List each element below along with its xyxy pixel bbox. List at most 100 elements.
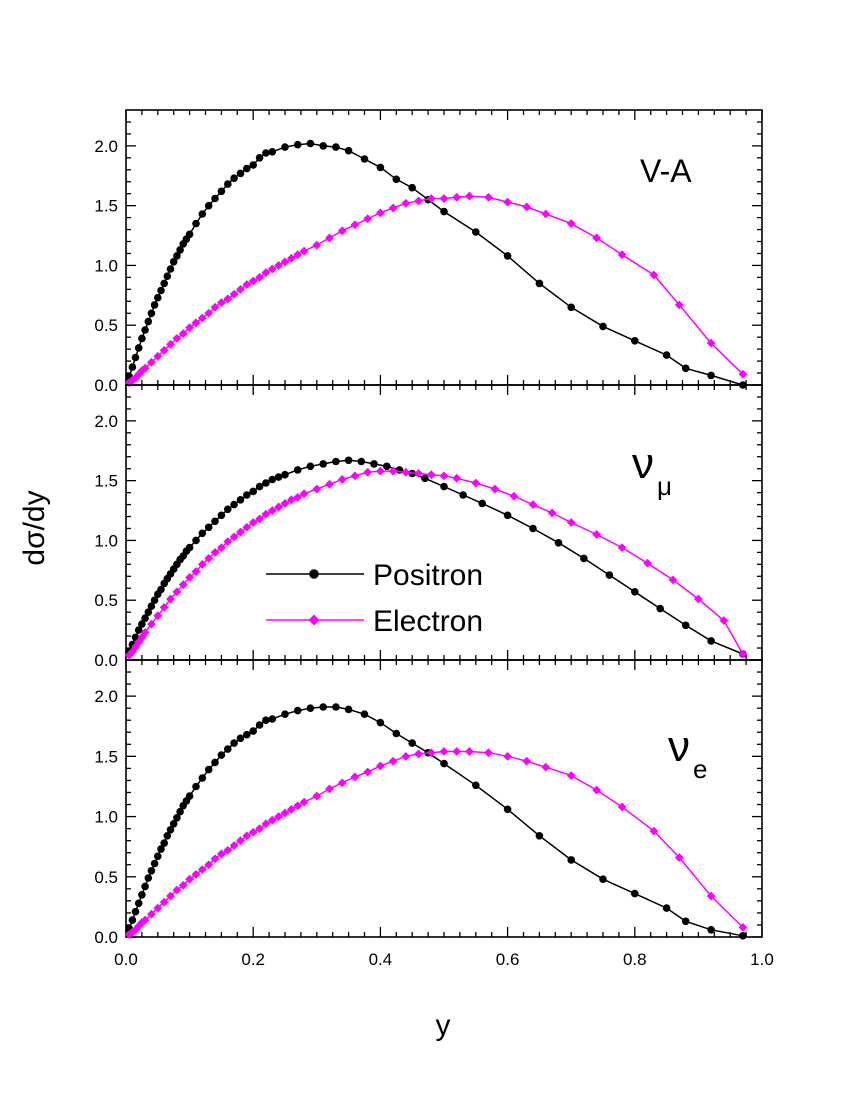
- data-point-electron: [337, 778, 347, 788]
- data-point-electron: [204, 860, 214, 870]
- data-point-electron: [452, 747, 462, 756]
- data-point-positron: [599, 322, 607, 331]
- data-point-electron: [414, 196, 423, 206]
- data-point-electron: [293, 492, 303, 502]
- data-point-electron: [566, 219, 576, 228]
- data-point-electron: [248, 276, 258, 286]
- data-point-positron: [230, 174, 238, 182]
- data-point-positron: [268, 715, 277, 723]
- data-point-positron: [503, 805, 512, 814]
- series-line-positron: [128, 706, 744, 937]
- y-tick-label: 0.5: [94, 591, 118, 610]
- data-point-positron: [185, 792, 194, 800]
- data-point-positron: [332, 143, 340, 151]
- data-point-electron: [172, 587, 182, 597]
- data-point-electron: [337, 226, 347, 236]
- data-point-electron: [153, 351, 163, 361]
- data-point-positron: [440, 482, 448, 491]
- data-point-electron: [286, 804, 296, 814]
- data-point-positron: [217, 751, 226, 759]
- data-point-electron: [541, 762, 551, 772]
- data-point-positron: [656, 604, 664, 613]
- data-point-positron: [169, 820, 178, 828]
- legend-electron-marker: [308, 614, 320, 626]
- data-point-positron: [332, 457, 340, 466]
- y-tick-label: 0.5: [94, 316, 118, 335]
- data-point-electron: [299, 489, 309, 499]
- data-point-electron: [439, 471, 449, 481]
- data-point-positron: [306, 139, 315, 148]
- panel-label-subscript: μ: [657, 471, 672, 501]
- series-line-electron: [128, 195, 744, 384]
- data-point-electron: [376, 208, 385, 218]
- y-tick-label: 1.0: [94, 808, 118, 827]
- data-point-positron: [262, 149, 270, 157]
- y-tick-label: 2.0: [94, 412, 118, 431]
- x-axis-title: y: [436, 1009, 451, 1042]
- data-point-electron: [592, 530, 602, 539]
- data-point-positron: [392, 729, 401, 738]
- data-point-electron: [131, 925, 140, 935]
- y-tick-label: 0.5: [94, 868, 118, 887]
- data-point-positron: [376, 718, 385, 727]
- data-point-positron: [383, 462, 391, 471]
- data-point-electron: [210, 302, 220, 312]
- data-point-positron: [134, 344, 143, 352]
- legend-positron-label: Positron: [373, 559, 483, 592]
- data-point-positron: [173, 814, 181, 822]
- data-point-electron: [674, 300, 684, 310]
- data-point-electron: [738, 649, 748, 659]
- data-point-positron: [217, 511, 226, 520]
- data-point-positron: [150, 596, 159, 604]
- data-point-electron: [484, 748, 493, 758]
- y-tick-label: 1.5: [94, 747, 118, 766]
- data-point-positron: [268, 148, 277, 156]
- data-point-positron: [249, 161, 257, 169]
- x-tick-label: 0.6: [496, 950, 520, 969]
- data-point-electron: [124, 650, 134, 660]
- data-point-electron: [719, 616, 729, 625]
- data-point-positron: [293, 140, 302, 149]
- data-point-positron: [224, 745, 232, 753]
- data-point-positron: [138, 891, 146, 899]
- data-point-positron: [173, 252, 181, 260]
- data-point-electron: [153, 611, 163, 621]
- data-point-electron: [293, 801, 303, 811]
- data-point-electron: [668, 575, 678, 585]
- data-point-electron: [267, 506, 277, 515]
- data-point-positron: [274, 473, 283, 481]
- data-point-electron: [471, 478, 481, 488]
- data-point-electron: [426, 194, 436, 203]
- data-point-positron: [144, 317, 153, 326]
- data-point-positron: [147, 309, 156, 318]
- y-tick-label: 1.5: [94, 197, 118, 216]
- data-point-electron: [388, 466, 398, 476]
- data-point-positron: [707, 926, 715, 934]
- data-point-positron: [357, 457, 366, 466]
- data-point-positron: [128, 363, 137, 371]
- data-point-electron: [178, 580, 188, 590]
- data-point-positron: [192, 219, 200, 228]
- data-point-positron: [472, 781, 480, 790]
- data-point-positron: [440, 207, 448, 216]
- data-point-positron: [249, 727, 257, 735]
- data-point-electron: [280, 808, 290, 818]
- legend-electron-label: Electron: [373, 605, 483, 638]
- data-point-positron: [662, 904, 671, 912]
- data-point-electron: [178, 329, 188, 338]
- data-point-electron: [363, 767, 373, 777]
- y-tick-label: 0.0: [94, 651, 118, 670]
- data-point-electron: [649, 826, 659, 836]
- data-point-electron: [147, 357, 156, 367]
- data-point-electron: [124, 930, 134, 939]
- data-point-electron: [484, 192, 493, 202]
- data-point-positron: [376, 163, 385, 172]
- data-point-positron: [567, 303, 575, 312]
- data-point-electron: [185, 573, 194, 582]
- data-point-electron: [350, 220, 360, 230]
- data-point-electron: [248, 827, 258, 837]
- data-point-electron: [267, 815, 277, 825]
- data-point-electron: [217, 298, 226, 307]
- data-point-positron: [160, 839, 168, 847]
- panel-label: ν: [668, 722, 690, 771]
